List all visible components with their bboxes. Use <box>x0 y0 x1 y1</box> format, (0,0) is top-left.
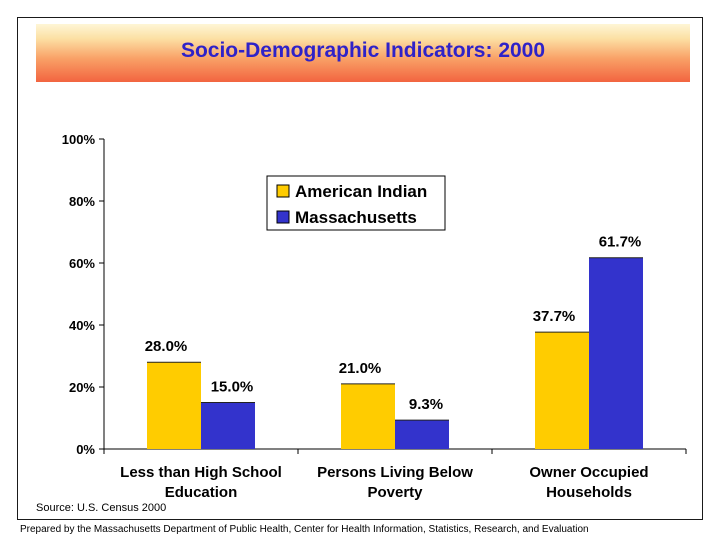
data-label: 15.0% <box>211 379 254 396</box>
legend-swatch <box>276 210 290 224</box>
legend-swatch <box>276 184 290 198</box>
y-tick-label: 80% <box>69 194 95 209</box>
y-tick-label: 0% <box>76 442 95 457</box>
category-label: Poverty <box>367 484 423 501</box>
bar <box>589 257 643 449</box>
y-tick-label: 100% <box>62 132 96 147</box>
bar <box>201 402 255 449</box>
title-banner: Socio-Demographic Indicators: 2000 <box>36 24 690 82</box>
category-label: Less than High School <box>120 464 282 481</box>
bar <box>395 420 449 449</box>
legend-label: Massachusetts <box>295 208 417 227</box>
legend-label: American Indian <box>295 182 427 201</box>
bar <box>147 362 201 449</box>
source-note: Source: U.S. Census 2000 <box>36 502 167 514</box>
y-tick-label: 40% <box>69 318 95 333</box>
data-label: 21.0% <box>339 360 382 377</box>
category-label: Persons Living Below <box>317 464 473 481</box>
category-label: Households <box>546 484 632 501</box>
y-tick-label: 20% <box>69 380 95 395</box>
data-label: 28.0% <box>145 338 188 355</box>
legend-box <box>266 175 446 231</box>
bar <box>535 332 589 449</box>
data-label: 61.7% <box>599 234 642 251</box>
bar <box>341 383 395 449</box>
footer-note: Prepared by the Massachusetts Department… <box>20 524 589 535</box>
data-label: 9.3% <box>409 396 443 413</box>
data-label: 37.7% <box>533 308 576 325</box>
category-label: Education <box>165 484 238 501</box>
chart-title: Socio-Demographic Indicators: 2000 <box>180 39 546 62</box>
y-tick-label: 60% <box>69 256 95 271</box>
category-label: Owner Occupied <box>529 464 648 481</box>
